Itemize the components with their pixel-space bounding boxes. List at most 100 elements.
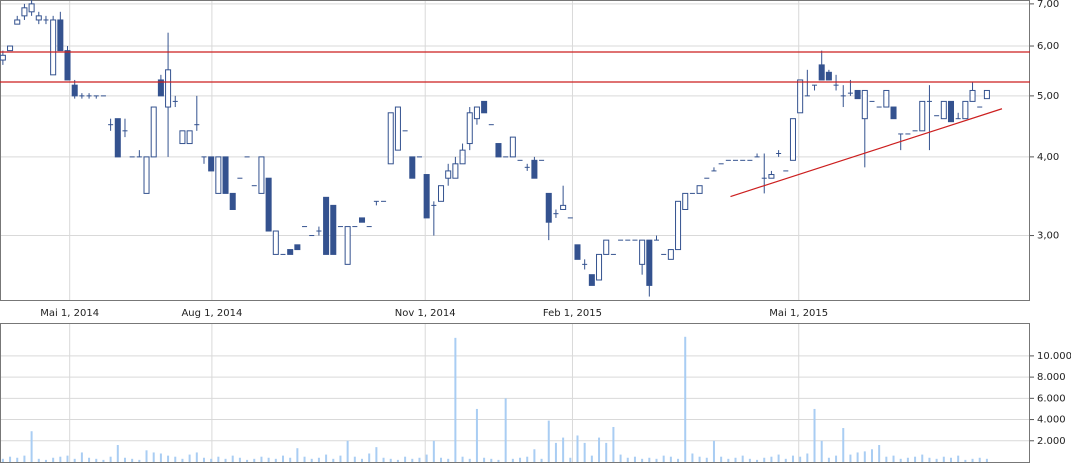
y-tick-label: 10.000 <box>1037 351 1071 362</box>
volume-bar <box>368 453 371 462</box>
volume-bar <box>540 458 543 462</box>
volume-bar <box>906 457 909 462</box>
volume-bar <box>181 458 184 462</box>
volume-bar <box>1 458 4 462</box>
volume-bar <box>375 447 378 462</box>
candle-body <box>330 204 337 255</box>
candle-body <box>7 45 14 52</box>
volume-bar <box>712 440 715 462</box>
volume-bar <box>109 456 112 462</box>
trend-line <box>730 108 1003 198</box>
y-tick-label: 3,00 <box>1037 231 1059 242</box>
volume-bar <box>425 454 428 462</box>
y-tick-label: 4.000 <box>1037 415 1066 426</box>
volume-bar <box>511 458 514 462</box>
candle-body <box>71 84 78 97</box>
volume-bar <box>468 458 471 462</box>
candle-body <box>947 100 955 123</box>
volume-bar <box>784 458 787 462</box>
volume-bar <box>497 459 500 462</box>
volume-bar <box>856 452 859 462</box>
candle-body <box>509 136 516 158</box>
volume-bar <box>353 456 356 462</box>
candle-body <box>696 185 703 194</box>
candle-body <box>466 112 473 145</box>
volume-bar <box>648 457 651 462</box>
volume-bar <box>116 445 119 462</box>
volume-bar <box>167 455 170 462</box>
candle-body <box>294 244 301 251</box>
volume-bar <box>159 453 162 462</box>
volume-bar <box>842 428 845 462</box>
volume-bar <box>949 457 952 462</box>
candle-body <box>473 106 480 120</box>
volume-bar <box>30 431 33 462</box>
candle-body <box>596 253 603 281</box>
volume-bar <box>698 456 701 462</box>
volume-bar <box>878 445 881 462</box>
volume-bar <box>44 459 47 462</box>
volume-bar <box>777 454 780 462</box>
volume-bar <box>957 455 960 462</box>
candle-body <box>797 79 804 114</box>
candle-body <box>150 106 157 158</box>
volume-bar <box>260 456 263 462</box>
volume-bar <box>763 457 766 462</box>
volume-bar <box>274 458 277 462</box>
volume-bar <box>691 453 694 462</box>
volume-bar <box>195 452 198 462</box>
volume-bar <box>942 456 945 462</box>
volume-bar <box>583 442 586 462</box>
volume-bar <box>418 457 421 462</box>
x-tick-label: Aug 1, 2014 <box>181 308 242 319</box>
volume-bar <box>626 457 629 462</box>
volume-bar <box>296 448 299 462</box>
volume-bar <box>598 437 601 462</box>
candle-body <box>229 192 236 210</box>
volume-bar <box>317 457 320 462</box>
candle-body <box>588 274 595 286</box>
x-tick-label: Feb 1, 2015 <box>543 308 602 319</box>
candle-body <box>323 196 330 255</box>
volume-bar <box>238 457 241 462</box>
candle-body <box>983 89 990 100</box>
candle-body <box>667 249 674 260</box>
candle-body <box>639 239 646 265</box>
volume-bar <box>547 420 550 462</box>
volume-bar <box>799 456 802 462</box>
candle-body <box>35 15 42 21</box>
volume-bar <box>174 456 177 462</box>
volume-bar <box>217 456 220 462</box>
volume-bar <box>504 398 507 462</box>
volume-bar <box>246 459 249 462</box>
x-tick-label: Nov 1, 2014 <box>395 308 456 319</box>
candle-body <box>394 106 401 151</box>
volume-bar <box>576 435 579 462</box>
volume-bar <box>519 457 522 462</box>
volume-bar <box>396 459 399 462</box>
candle-body <box>675 200 682 251</box>
candle-body <box>825 71 832 81</box>
y-tick-label: 4,00 <box>1037 152 1059 163</box>
volume-bar <box>188 454 191 462</box>
volume-bar <box>303 456 306 462</box>
volume-bar <box>483 457 486 462</box>
volume-bar <box>756 459 759 462</box>
candle-body <box>682 192 689 210</box>
volume-bar <box>827 457 830 462</box>
volume-bar <box>253 458 256 462</box>
volume-bar <box>655 458 658 462</box>
volume-bar <box>475 408 478 462</box>
volume-bar <box>346 440 349 462</box>
volume-bar <box>490 458 493 462</box>
volume-bar <box>123 457 126 462</box>
volume-bar <box>339 455 342 462</box>
volume-bar <box>325 454 328 462</box>
volume-bar <box>231 455 234 462</box>
x-tick-label: Mai 1, 2015 <box>769 308 828 319</box>
volume-bar <box>562 437 565 462</box>
candle-body <box>495 143 502 158</box>
volume-bar <box>447 458 450 462</box>
y-tick-label: 5,00 <box>1037 91 1059 102</box>
candle-body <box>0 54 6 61</box>
